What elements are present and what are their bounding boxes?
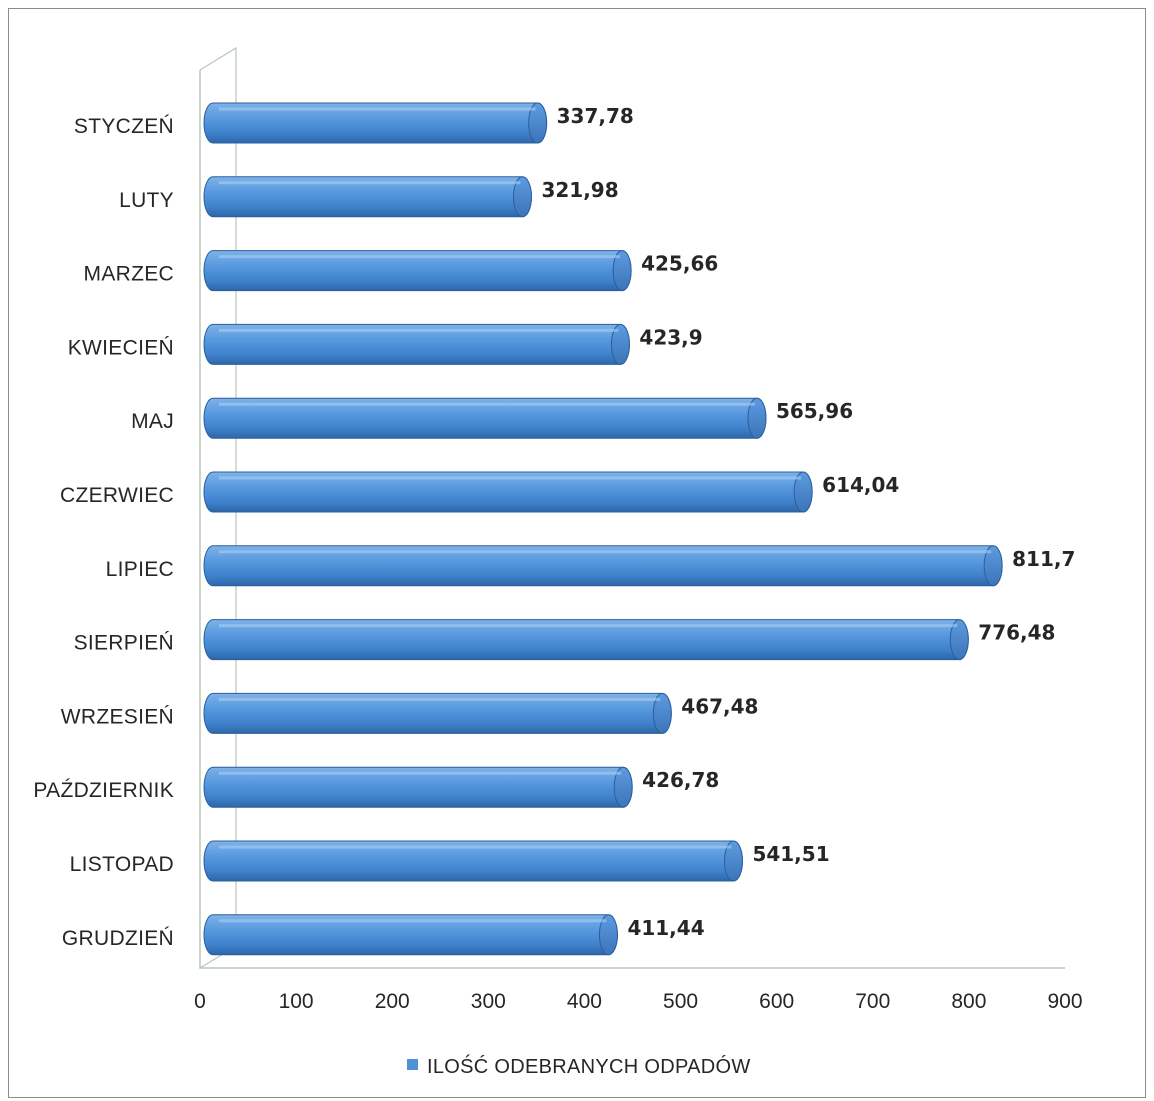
- x-tick-label: 200: [375, 990, 410, 1013]
- category-label: GRUDZIEŃ: [62, 927, 174, 950]
- x-tick-label: 700: [855, 990, 890, 1013]
- bar-series: [203, 102, 1003, 956]
- x-tick-label: 900: [1047, 990, 1082, 1013]
- category-label: MARZEC: [84, 263, 174, 286]
- data-label: 426,78: [642, 768, 719, 792]
- category-label: SIERPIEŃ: [74, 632, 174, 655]
- category-label: WRZESIEŃ: [61, 705, 174, 728]
- bar: [203, 766, 633, 808]
- category-label: KWIECIEŃ: [68, 336, 174, 359]
- bar-cap: [610, 323, 630, 365]
- data-label: 425,66: [641, 252, 718, 276]
- category-label: LUTY: [119, 189, 174, 212]
- data-label: 811,7: [1012, 547, 1075, 571]
- bar-cap: [949, 619, 969, 661]
- category-label: CZERWIEC: [60, 484, 174, 507]
- bar: [203, 102, 548, 144]
- data-label: 776,48: [978, 621, 1055, 645]
- bar: [203, 471, 813, 513]
- category-label: LISTOPAD: [70, 853, 174, 876]
- bar-cap: [612, 250, 632, 292]
- data-label: 321,98: [541, 178, 618, 202]
- bar-cap: [747, 397, 767, 439]
- data-label: 565,96: [776, 399, 853, 423]
- data-label: 411,44: [627, 916, 704, 940]
- x-tick-label: 400: [567, 990, 602, 1013]
- bar: [203, 176, 532, 218]
- x-tick-label: 600: [759, 990, 794, 1013]
- category-label: LIPIEC: [106, 558, 174, 581]
- x-tick-labels: 0 100 200 300 400 500 600 700 800 900: [194, 990, 1082, 1013]
- legend: ILOŚĆ ODEBRANYCH ODPADÓW: [407, 1054, 751, 1078]
- x-tick-label: 500: [663, 990, 698, 1013]
- data-label: 614,04: [822, 473, 899, 497]
- category-label: STYCZEŃ: [74, 115, 174, 138]
- bar: [203, 323, 630, 365]
- category-labels: STYCZEŃ LUTY MARZEC KWIECIEŃ MAJ CZERWIEC LIPI…: [33, 115, 174, 950]
- x-tick-label: 100: [279, 990, 314, 1013]
- bar-cap: [528, 102, 548, 144]
- category-label: PAŹDZIERNIK: [33, 779, 174, 802]
- bar: [203, 619, 969, 661]
- bar-cap: [793, 471, 813, 513]
- bar: [203, 397, 767, 439]
- bar-cap: [598, 914, 618, 956]
- bar-cap: [983, 545, 1003, 587]
- bar: [203, 914, 618, 956]
- legend-swatch: [407, 1059, 418, 1070]
- bar-cap: [652, 692, 672, 734]
- x-tick-label: 0: [194, 990, 206, 1013]
- x-tick-label: 800: [951, 990, 986, 1013]
- data-label: 467,48: [681, 694, 758, 718]
- bar-cap: [613, 766, 633, 808]
- data-labels: 337,78 321,98 425,66 423,9 565,96 614,04 811,7…: [541, 104, 1075, 940]
- data-label: 541,51: [752, 842, 829, 866]
- bar: [203, 692, 672, 734]
- bar-cap: [512, 176, 532, 218]
- data-label: 337,78: [557, 104, 634, 128]
- legend-label: ILOŚĆ ODEBRANYCH ODPADÓW: [427, 1054, 751, 1078]
- category-label: MAJ: [131, 410, 174, 433]
- bar: [203, 545, 1003, 587]
- data-label: 423,9: [639, 325, 702, 349]
- x-tick-label: 300: [471, 990, 506, 1013]
- bar-cap: [723, 840, 743, 882]
- bar: [203, 250, 632, 292]
- bar: [203, 840, 743, 882]
